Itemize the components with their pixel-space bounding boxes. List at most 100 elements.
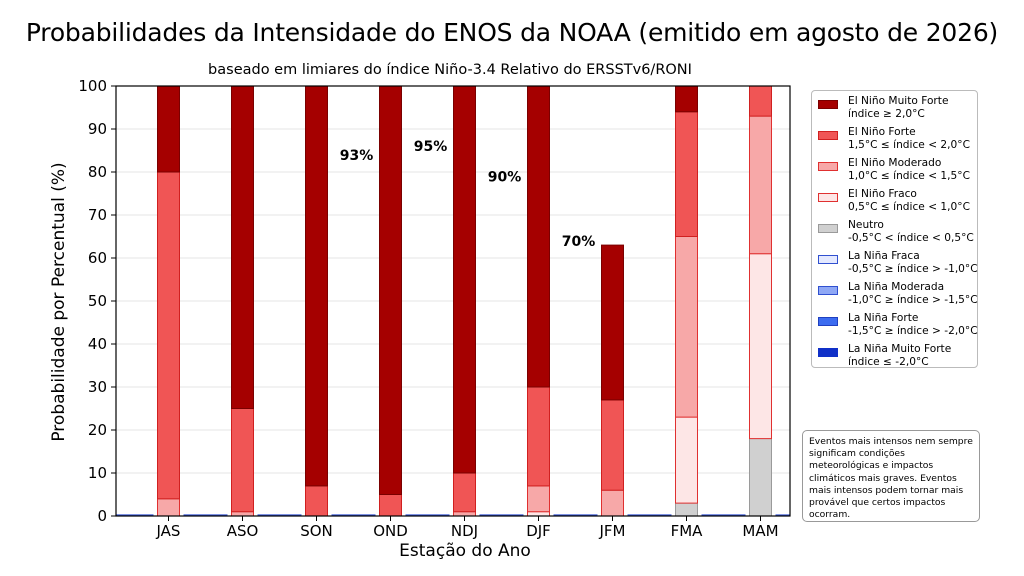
x-tick-label: DJF xyxy=(526,522,551,540)
x-tick-label: JAS xyxy=(156,522,181,540)
x-tick-label: JFM xyxy=(599,522,626,540)
bar-segment xyxy=(749,85,772,117)
legend-label: La Niña Fraca -0,5°C ≥ índice > -1,0°C xyxy=(848,250,978,275)
bars xyxy=(116,85,790,517)
legend-series-range: 0,5°C ≤ índice < 1,0°C xyxy=(848,200,970,213)
bar-segment xyxy=(527,511,550,517)
legend-item: La Niña Muito Forte índice ≤ -2,0°C xyxy=(818,343,971,374)
x-axis-label: Estação do Ano xyxy=(399,541,531,561)
bar-segment xyxy=(675,85,698,113)
bar-segment xyxy=(231,85,254,409)
bar-segment xyxy=(157,171,180,500)
bar-segment xyxy=(231,511,254,517)
x-tick-label: NDJ xyxy=(451,522,478,540)
y-tick-label: 40 xyxy=(88,335,107,353)
y-tick-label: 0 xyxy=(97,507,107,525)
legend-label: El Niño Moderado 1,0°C ≤ índice < 1,5°C xyxy=(848,157,970,182)
legend-label: La Niña Muito Forte índice ≤ -2,0°C xyxy=(848,343,951,368)
legend-series-name: El Niño Muito Forte xyxy=(848,95,949,107)
legend-label: El Niño Muito Forte índice ≥ 2,0°C xyxy=(848,95,948,120)
y-tick-label: 30 xyxy=(88,378,107,396)
bar-segment xyxy=(675,502,698,517)
legend-series-range: 1,5°C ≤ índice < 2,0°C xyxy=(848,138,970,151)
legend-swatch xyxy=(818,100,838,109)
bar-segment xyxy=(231,408,254,513)
x-tick-label: SON xyxy=(300,522,333,540)
plot-frame xyxy=(115,85,791,517)
chart-subtitle: baseado em limiares do índice Niño-3.4 R… xyxy=(208,62,692,78)
chart-title: Probabilidades da Intensidade do ENOS da… xyxy=(25,18,999,47)
legend-item: El Niño Muito Forte índice ≥ 2,0°C xyxy=(818,95,971,126)
bar-segment xyxy=(157,498,180,517)
legend-series-range: -1,0°C ≥ índice > -1,5°C xyxy=(848,293,978,306)
bar-segment xyxy=(601,489,624,517)
y-axis-label: Probabilidade por Percentual (%) xyxy=(49,162,69,441)
legend-swatch xyxy=(818,348,838,357)
percentage-label: 95% xyxy=(414,139,448,155)
bar-segment xyxy=(453,472,476,513)
bar-segment xyxy=(379,494,402,517)
legend-label: La Niña Moderada -1,0°C ≥ índice > -1,5°C xyxy=(848,281,978,306)
bar-segment xyxy=(675,416,698,504)
x-tick-label: FMA xyxy=(671,522,704,540)
bar-segment xyxy=(527,485,550,513)
legend-series-name: La Niña Moderada xyxy=(848,281,945,293)
bar-segment xyxy=(749,115,772,255)
legend-series-range: -0,5°C ≥ índice > -1,0°C xyxy=(848,262,978,275)
bar-segment xyxy=(453,511,476,517)
percentage-label: 90% xyxy=(488,169,522,185)
y-tick-label: 50 xyxy=(88,292,107,310)
legend-label: La Niña Forte -1,5°C ≥ índice > -2,0°C xyxy=(848,312,978,337)
bar-segment xyxy=(157,85,180,173)
bar-segment xyxy=(749,438,772,517)
y-tick-label: 10 xyxy=(88,464,107,482)
legend-swatch xyxy=(818,162,838,171)
legend-item: La Niña Forte -1,5°C ≥ índice > -2,0°C xyxy=(818,312,978,343)
bar-segment xyxy=(305,485,328,517)
legend-swatch xyxy=(818,317,838,326)
legend: El Niño Muito Forte índice ≥ 2,0°C El Niño… xyxy=(811,90,978,368)
legend-series-name: La Niña Forte xyxy=(848,312,919,324)
legend-item: La Niña Fraca -0,5°C ≥ índice > -1,0°C xyxy=(818,250,978,281)
y-tick-label: 70 xyxy=(88,206,107,224)
y-tick-label: 90 xyxy=(88,120,107,138)
bar-segment xyxy=(379,85,402,495)
bar-segment xyxy=(527,85,550,388)
legend-swatch xyxy=(818,131,838,140)
legend-swatch xyxy=(818,255,838,264)
legend-label: El Niño Fraco 0,5°C ≤ índice < 1,0°C xyxy=(848,188,970,213)
bar-segment xyxy=(675,236,698,418)
legend-item: El Niño Moderado 1,0°C ≤ índice < 1,5°C xyxy=(818,157,971,188)
bar-segment xyxy=(749,253,772,440)
legend-series-name: La Niña Muito Forte xyxy=(848,343,952,355)
legend-series-range: 1,0°C ≤ índice < 1,5°C xyxy=(848,169,970,182)
bar-segment xyxy=(675,111,698,237)
legend-series-name: La Niña Fraca xyxy=(848,250,920,262)
legend-series-name: El Niño Fraco xyxy=(848,188,917,200)
bar-segment xyxy=(453,85,476,474)
axes: 0 10 20 30 40 50 60 70 80 90 100 JAS ASO SON OND NDJ DJF… xyxy=(78,77,791,540)
percentage-label: 93% xyxy=(340,148,374,164)
bar-segment xyxy=(527,386,550,487)
legend-label: El Niño Forte 1,5°C ≤ índice < 2,0°C xyxy=(848,126,970,151)
legend-series-range: índice ≥ 2,0°C xyxy=(848,107,925,120)
disclaimer-note: Eventos mais intensos nem sempre signifi… xyxy=(802,430,980,522)
legend-series-name: El Niño Forte xyxy=(848,126,916,138)
x-tick-label: MAM xyxy=(742,522,778,540)
legend-item: El Niño Forte 1,5°C ≤ índice < 2,0°C xyxy=(818,126,971,157)
x-tick-label: OND xyxy=(373,522,408,540)
x-tick-label: ASO xyxy=(227,522,259,540)
y-tick-label: 80 xyxy=(88,163,107,181)
percentage-label: 70% xyxy=(562,234,596,250)
legend-series-range: -0,5°C < índice < 0,5°C xyxy=(848,231,974,244)
legend-swatch xyxy=(818,193,838,202)
bar-segment xyxy=(601,244,624,401)
legend-series-range: índice ≤ -2,0°C xyxy=(848,355,929,368)
legend-item: El Niño Fraco 0,5°C ≤ índice < 1,0°C xyxy=(818,188,971,219)
legend-swatch xyxy=(818,286,838,295)
y-tick-label: 20 xyxy=(88,421,107,439)
legend-series-name: Neutro xyxy=(848,219,884,231)
bar-segment xyxy=(305,85,328,487)
legend-series-range: -1,5°C ≥ índice > -2,0°C xyxy=(848,324,978,337)
